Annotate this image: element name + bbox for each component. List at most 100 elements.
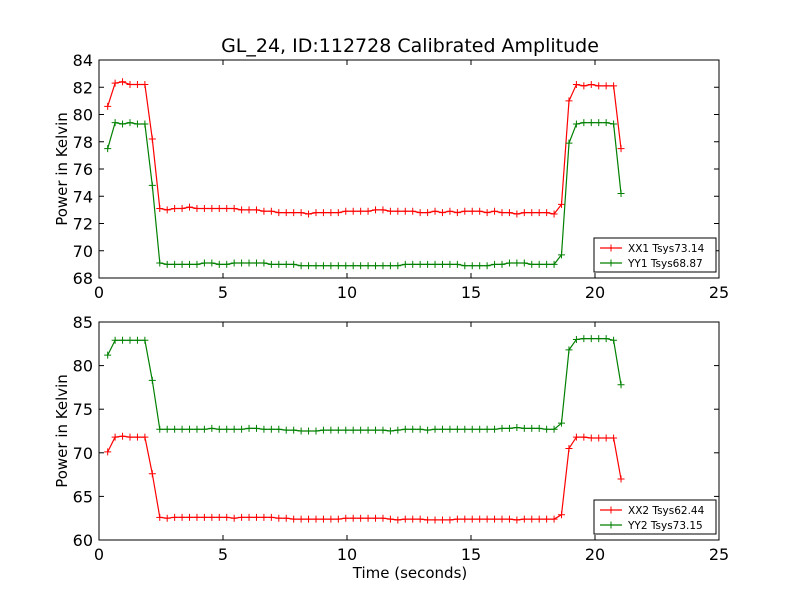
data-point (186, 203, 194, 211)
data-point (520, 424, 528, 432)
data-point (409, 515, 417, 523)
data-point (572, 433, 580, 441)
data-point (535, 260, 543, 268)
data-point (543, 425, 551, 433)
data-point (602, 335, 610, 343)
data-point (498, 424, 506, 432)
data-point (372, 206, 380, 214)
data-point (215, 425, 223, 433)
data-point (245, 206, 253, 214)
data-point (424, 209, 432, 217)
data-point (595, 335, 603, 343)
data-point (491, 425, 499, 433)
y-tick-label: 78 (73, 133, 93, 152)
x-axis-label: Time (seconds) (352, 564, 468, 582)
data-point (260, 513, 268, 521)
data-point (133, 336, 141, 344)
data-point (535, 515, 543, 523)
data-point (238, 425, 246, 433)
data-point (513, 210, 521, 218)
data-point (550, 260, 558, 268)
data-point (595, 119, 603, 127)
legend-label: XX1 Tsys73.14 (628, 243, 705, 255)
data-point (312, 427, 320, 435)
data-point (610, 120, 618, 128)
bottom-y-axis-label: Power in Kelvin (53, 374, 71, 488)
data-point (498, 209, 506, 217)
data-point (610, 336, 618, 344)
data-point (200, 259, 208, 267)
data-point (476, 207, 484, 215)
data-point (357, 262, 365, 270)
data-point (156, 205, 164, 213)
data-point (357, 426, 365, 434)
data-point (349, 207, 357, 215)
data-point (290, 209, 298, 217)
data-point (282, 426, 290, 434)
data-point (193, 205, 201, 213)
data-point (416, 209, 424, 217)
data-point (409, 207, 417, 215)
data-point (178, 513, 186, 521)
data-point (565, 444, 573, 452)
data-point (505, 209, 513, 217)
data-point (290, 426, 298, 434)
y-tick-label: 70 (73, 242, 93, 261)
data-point (319, 209, 327, 217)
data-point (200, 513, 208, 521)
data-point (491, 515, 499, 523)
data-point (580, 119, 588, 127)
data-point (453, 209, 461, 217)
data-point (133, 81, 141, 89)
y-tick-label: 68 (73, 269, 93, 288)
data-point (111, 119, 119, 127)
data-point (104, 102, 112, 110)
x-tick-label: 15 (461, 283, 481, 302)
data-point (186, 425, 194, 433)
x-tick-label: 0 (94, 545, 104, 564)
data-point (558, 511, 566, 519)
data-point (141, 336, 149, 344)
data-point (461, 425, 469, 433)
data-point (342, 207, 350, 215)
plot-frame (98, 321, 720, 541)
data-point (424, 426, 432, 434)
data-point (267, 260, 275, 268)
data-point (186, 260, 194, 268)
data-point (148, 470, 156, 478)
data-point (431, 516, 439, 524)
data-point (453, 425, 461, 433)
data-point (305, 515, 313, 523)
data-point (319, 262, 327, 270)
data-point (349, 426, 357, 434)
data-point (193, 260, 201, 268)
data-point (252, 424, 260, 432)
legend-marker (607, 244, 615, 252)
data-point (520, 259, 528, 267)
data-point (334, 515, 342, 523)
data-point (401, 425, 409, 433)
data-point (401, 515, 409, 523)
data-point (453, 515, 461, 523)
data-point (327, 426, 335, 434)
legend-label: YY1 Tsys68.87 (627, 258, 703, 270)
data-point (513, 259, 521, 267)
y-tick-label: 75 (73, 400, 93, 419)
data-point (171, 425, 179, 433)
series-yy2 (104, 335, 625, 435)
data-point (230, 425, 238, 433)
top-plot-panel: 0 5 10 15 20 25 68 70 72 74 76 78 80 82 84 XX1 Tsys73.1… (73, 51, 730, 302)
x-tick-label: 15 (461, 545, 481, 564)
data-point (580, 335, 588, 343)
data-point (223, 513, 231, 521)
data-point (446, 207, 454, 215)
data-point (372, 262, 380, 270)
data-point (505, 515, 513, 523)
data-point (104, 145, 112, 153)
data-point (602, 82, 610, 90)
data-point (215, 260, 223, 268)
data-point (349, 262, 357, 270)
data-point (438, 209, 446, 217)
x-tick-label: 0 (94, 283, 104, 302)
